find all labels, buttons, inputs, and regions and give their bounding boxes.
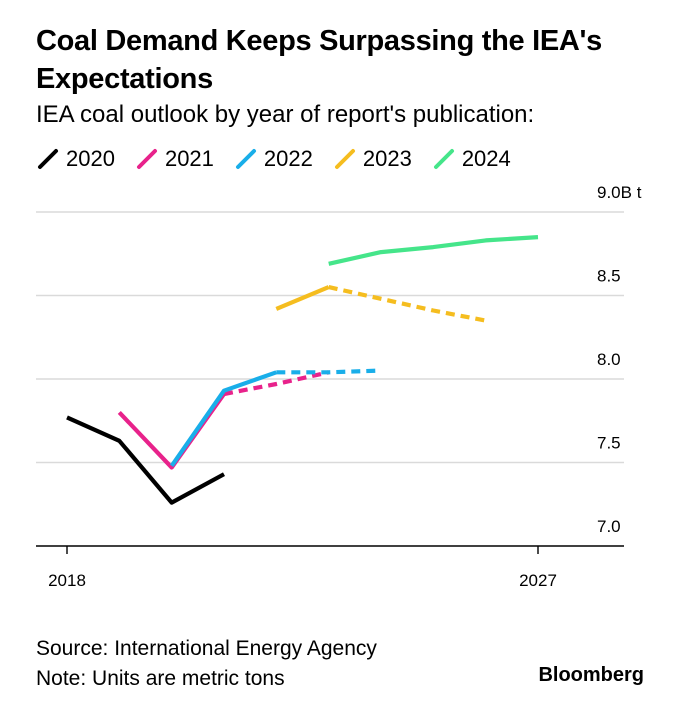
source-text: Source: International Energy Agency [36,637,377,660]
legend-item-2024: 2024 [432,146,511,172]
legend-line-2024 [433,149,454,169]
y-tick-label-4: 7.0 [597,517,621,536]
note-text: Note: Units are metric tons [36,667,285,690]
legend-swatch-2020 [38,149,58,169]
legend-swatch-2021 [136,149,157,169]
footer-notes: Source: International Energy Agency Note… [36,634,377,694]
y-tick-label-1: 8.5 [597,267,621,286]
legend-label-2022: 2022 [263,146,313,171]
legend-line-2020 [38,149,58,169]
legend-swatch-2022 [235,149,256,169]
series-2023-forecast-line [328,285,487,323]
bloomberg-logo: Bloomberg [538,664,644,686]
legend-line-2022 [235,149,256,169]
legend: 2020 2021 2022 2023 2024 [36,144,531,174]
series-2023-actual-line [275,285,330,311]
legend-item-2022: 2022 [234,146,313,172]
y-tick-label-3: 7.5 [597,434,621,453]
series-2022-forecast-line [276,368,382,375]
legend-item-2020: 2020 [36,146,115,172]
series-2022-actual-line [169,370,277,468]
legend-swatch-2023 [334,149,355,169]
chart-subtitle: IEA coal outlook by year of report's pub… [36,101,535,128]
legend-swatch-2024 [433,149,454,169]
legend-line-2023 [334,149,355,169]
series-2021-forecast-line [223,370,330,397]
legend-line-2021 [136,149,157,169]
chart-title: Coal Demand Keeps Surpassing the IEA's E… [36,25,602,95]
y-tick-label-0: 9.0B t [597,183,642,202]
legend-label-2020: 2020 [66,146,115,171]
series-2024-actual-line [328,235,539,266]
series-2020-actual-line [66,415,226,505]
legend-item-2023: 2023 [333,146,412,172]
x-tick-label-0: 2018 [48,571,86,590]
legend-item-2021: 2021 [135,146,214,172]
legend-label-2021: 2021 [164,146,214,171]
legend-label-2024: 2024 [461,146,511,171]
x-tick-label-1: 2027 [519,571,557,590]
y-tick-label-2: 8.0 [597,350,621,369]
legend-label-2023: 2023 [362,146,412,171]
